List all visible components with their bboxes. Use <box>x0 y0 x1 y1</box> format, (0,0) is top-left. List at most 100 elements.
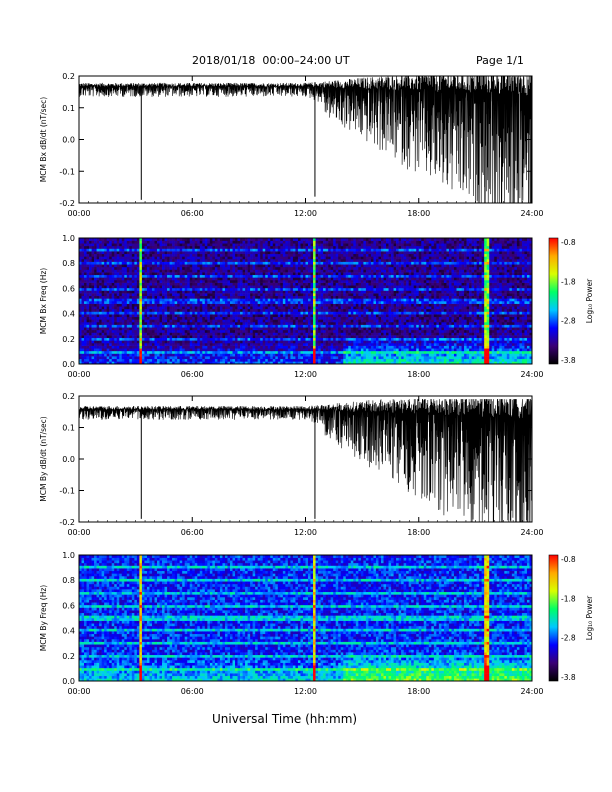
spectrogram-cell <box>89 303 92 307</box>
spectrogram-cell <box>139 306 143 310</box>
spectrogram-cell <box>84 353 87 357</box>
spectrogram-cell <box>315 319 319 323</box>
spectrogram-cell <box>94 251 97 255</box>
spectrogram-cell <box>222 293 226 297</box>
spectrogram-cell <box>285 337 289 341</box>
spectrogram-cell <box>217 358 221 362</box>
spectrogram-cell <box>262 343 266 346</box>
spectrogram-cell <box>189 311 193 315</box>
spectrogram-cell <box>151 327 155 331</box>
spectrogram-cell <box>292 324 296 328</box>
spectrogram-cell <box>189 322 193 325</box>
spectrogram-cell <box>164 319 168 323</box>
spectrogram-cell <box>126 243 130 247</box>
spectrogram-cell <box>212 261 216 265</box>
spectrogram-cell <box>139 335 143 339</box>
spectrogram-cell <box>116 337 120 341</box>
spectrogram-cell <box>131 295 135 299</box>
spectrogram-cell <box>227 337 231 341</box>
spectrogram-cell <box>124 314 128 318</box>
spectrogram-cell <box>230 314 233 318</box>
spectrogram-cell <box>167 251 170 255</box>
spectrogram-cell <box>146 350 150 354</box>
spectrogram-cell <box>179 259 183 262</box>
spectrogram-cell <box>139 287 143 291</box>
spectrogram-cell <box>302 285 306 289</box>
spectrogram-cell <box>109 350 113 354</box>
spectrogram-cell <box>217 290 221 294</box>
spectrogram-cell <box>184 332 188 336</box>
spectrogram-cell <box>260 353 264 357</box>
spectrogram-cell <box>141 298 145 302</box>
spectrogram-cell <box>121 350 125 354</box>
spectrogram-cell <box>159 308 163 312</box>
spectrogram-cell <box>280 335 284 339</box>
spectrogram-cell <box>202 335 206 339</box>
spectrogram-cell <box>96 298 100 302</box>
spectrogram-cell <box>242 285 246 289</box>
spectrogram-cell <box>136 335 140 339</box>
spectrogram-cell <box>250 356 253 360</box>
spectrogram-cell <box>91 298 95 302</box>
spectrogram-cell <box>146 261 150 265</box>
spectrogram-cell <box>255 361 258 365</box>
spectrogram-cell <box>109 259 113 262</box>
spectrogram-cell <box>237 266 241 270</box>
spectrogram-cell <box>252 303 256 307</box>
spectrogram-cell <box>106 272 110 276</box>
spectrogram-cell <box>84 314 87 318</box>
spectrogram-cell <box>109 345 113 349</box>
spectrogram-cell <box>146 269 150 273</box>
spectrogram-cell <box>79 322 82 325</box>
spectrogram-cell <box>290 243 294 247</box>
spectrogram-cell <box>182 266 185 270</box>
spectrogram-cell <box>144 324 148 328</box>
spectrogram-cell <box>214 361 218 365</box>
spectrogram-cell <box>285 327 289 331</box>
spectrogram-cell <box>255 253 258 257</box>
spectrogram-cell <box>177 322 180 325</box>
spectrogram-cell <box>162 240 165 244</box>
spectrogram-cell <box>184 356 188 360</box>
spectrogram-cell <box>297 350 301 354</box>
spectrogram-cell <box>84 266 87 270</box>
spectrogram-cell <box>159 358 163 362</box>
spectrogram-cell <box>129 301 133 304</box>
spectrogram-cell <box>242 251 246 255</box>
spectrogram-cell <box>280 238 284 241</box>
spectrogram-cell <box>235 266 238 270</box>
spectrogram-cell <box>272 358 276 362</box>
spectrogram-cell <box>99 256 102 260</box>
spectrogram-cell <box>202 314 206 318</box>
spectrogram-cell <box>86 343 90 346</box>
spectrogram-cell <box>109 298 113 302</box>
spectrogram-cell <box>162 324 165 328</box>
spectrogram-cell <box>222 285 226 289</box>
spectrogram-cell <box>99 324 102 328</box>
spectrogram-cell <box>265 280 269 283</box>
spectrogram-cell <box>119 251 123 255</box>
spectrogram-cell <box>81 311 85 315</box>
spectrogram-cell <box>295 350 299 354</box>
spectrogram-cell <box>141 253 145 257</box>
spectrogram-cell <box>300 259 304 262</box>
spectrogram-cell <box>144 259 148 262</box>
spectrogram-cell <box>330 337 334 341</box>
spectrogram-cell <box>174 343 178 346</box>
spectrogram-cell <box>81 340 85 344</box>
spectrogram-cell <box>285 306 289 310</box>
spectrogram-cell <box>245 301 248 304</box>
spectrogram-cell <box>257 322 261 325</box>
spectrogram-cell <box>302 350 306 354</box>
spectrogram-cell <box>164 350 168 354</box>
spectrogram-cell <box>179 358 183 362</box>
spectrogram-cell <box>116 245 120 249</box>
spectrogram-cell <box>94 311 97 315</box>
spectrogram-cell <box>79 264 82 268</box>
spectrogram-cell <box>302 314 306 318</box>
spectrogram-cell <box>99 285 102 289</box>
spectrogram-cell <box>330 340 334 344</box>
spectrogram-cell <box>81 253 85 257</box>
spectrogram-cell <box>157 269 160 273</box>
spectrogram-cell <box>290 280 294 283</box>
